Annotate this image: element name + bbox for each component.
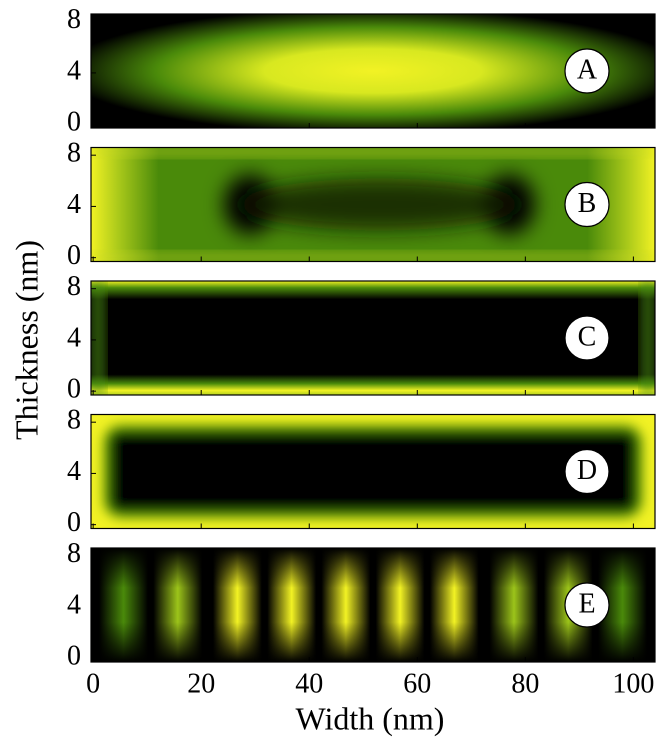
- panel: [91, 548, 655, 662]
- panel-badge: [564, 448, 610, 495]
- x-tick-label: 60: [403, 668, 431, 699]
- x-tick-label: 0: [86, 668, 100, 699]
- heatmap: [91, 14, 655, 128]
- heatmap: [91, 548, 655, 662]
- panel: [91, 281, 655, 395]
- x-tick-label: 20: [187, 668, 215, 699]
- y-tick-label: 4: [67, 456, 81, 487]
- heatmap: [91, 253, 655, 262]
- y-tick-label: 0: [67, 507, 81, 538]
- panel-label: B: [578, 188, 597, 219]
- heatmap: [641, 281, 655, 395]
- heatmap: [104, 425, 642, 518]
- panel-frame: [90, 146, 656, 263]
- y-tick-label: 0: [67, 641, 81, 672]
- x-tick-label: 100: [612, 668, 654, 699]
- panel-label: C: [578, 321, 597, 352]
- panel-frame: [90, 13, 656, 129]
- y-tick-label: 0: [67, 374, 81, 405]
- y-tick-label: 4: [67, 322, 81, 353]
- y-tick-label: 0: [67, 240, 81, 271]
- y-tick-label: 8: [67, 405, 81, 436]
- y-tick-label: 8: [67, 4, 81, 35]
- panel: [91, 14, 655, 128]
- panel-badge: [564, 181, 610, 228]
- y-axis-label: Thickness (nm): [8, 240, 44, 440]
- panel: [91, 147, 655, 262]
- x-tick-label: 40: [295, 668, 323, 699]
- heatmap: [91, 147, 655, 156]
- panel: [91, 414, 655, 529]
- panel-badge: [564, 582, 610, 628]
- panel-badge: [564, 48, 610, 94]
- panel-label: E: [578, 588, 595, 619]
- y-tick-label: 4: [67, 589, 81, 620]
- panel-frame: [90, 280, 656, 396]
- heatmap: [91, 281, 105, 395]
- y-tick-label: 0: [67, 107, 81, 138]
- y-tick-label: 8: [67, 538, 81, 569]
- x-axis-label: Width (nm): [296, 700, 445, 736]
- heatmap: [91, 281, 655, 395]
- x-tick-label: 80: [511, 668, 539, 699]
- panel-label: A: [577, 54, 598, 85]
- y-tick-label: 4: [67, 55, 81, 86]
- heatmap: [239, 178, 520, 231]
- y-tick-label: 8: [67, 271, 81, 302]
- panel-badge: [564, 315, 610, 361]
- panel-frame: [90, 413, 656, 530]
- y-tick-label: 4: [67, 189, 81, 220]
- y-tick-label: 8: [67, 138, 81, 169]
- panel-label: D: [577, 455, 597, 486]
- panel-frame: [90, 547, 656, 663]
